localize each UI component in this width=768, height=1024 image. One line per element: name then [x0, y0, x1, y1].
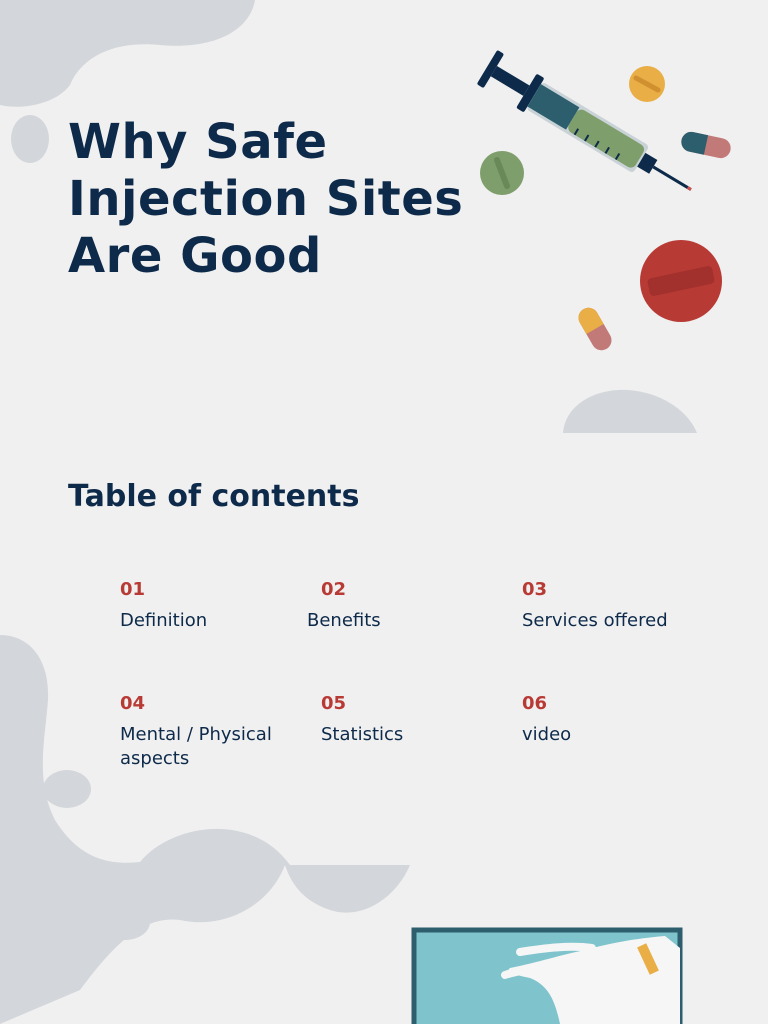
top-left-blob — [0, 0, 255, 107]
toc-item-label: Benefits — [307, 610, 381, 631]
yellow-capsule-icon — [578, 307, 612, 351]
orange-pill-icon — [629, 66, 665, 102]
red-pill-icon — [640, 240, 722, 322]
toc-item-video[interactable]: 06 video — [522, 693, 712, 747]
toc-item-number: 05 — [321, 693, 347, 714]
syringe-icon — [477, 50, 692, 191]
toc-item-label: Definition — [120, 610, 208, 631]
toc-item-definition[interactable]: 01 Definition — [120, 579, 310, 633]
toc-item-number: 06 — [522, 693, 548, 714]
page-title: Why Safe Injection Sites Are Good — [68, 114, 464, 284]
toc-item-services-offered[interactable]: 03 Services offered — [522, 579, 712, 633]
toc-item-mental-physical[interactable]: 04 Mental / Physical aspects — [120, 693, 295, 771]
blue-capsule-icon — [681, 131, 731, 159]
toc-item-label: Statistics — [321, 724, 404, 745]
toc-item-number: 01 — [120, 579, 146, 600]
green-pill-icon — [480, 151, 524, 195]
toc-item-number: 03 — [522, 579, 548, 600]
toc-item-number: 04 — [120, 693, 146, 714]
right-half-blob — [563, 389, 697, 433]
bottom-left-drop-1 — [43, 770, 91, 808]
bottom-left-drop-2 — [100, 904, 150, 940]
toc-item-label: video — [522, 724, 572, 745]
toc-item-statistics[interactable]: 05 Statistics — [321, 693, 511, 747]
toc-item-label: Mental / Physical aspects — [120, 724, 272, 769]
toc-item-benefits[interactable]: 02 Benefits — [307, 579, 497, 633]
toc-item-label: Services offered — [522, 610, 668, 631]
toc-item-number: 02 — [321, 579, 347, 600]
top-left-drop — [11, 115, 49, 163]
toc-heading: Table of contents — [68, 479, 360, 514]
gloved-hand-icon — [411, 927, 683, 1024]
